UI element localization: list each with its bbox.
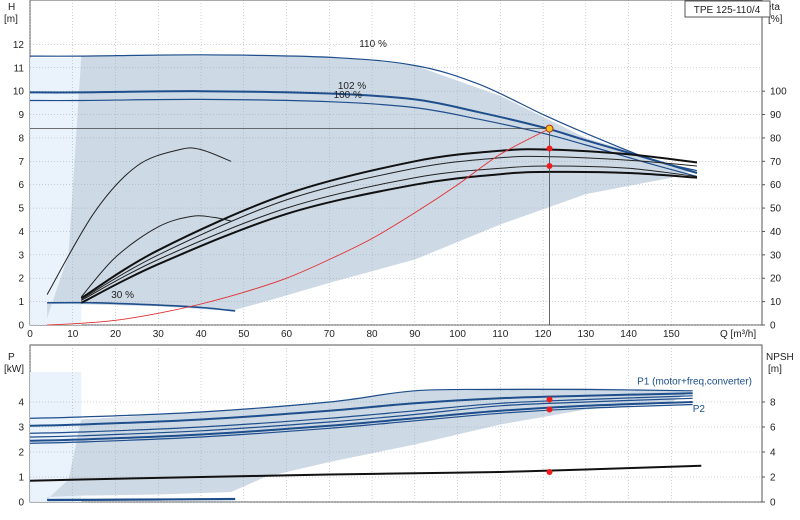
x-tick: 150 xyxy=(663,329,680,340)
y-label-left-name: P xyxy=(8,352,15,363)
y-tick-left: 11 xyxy=(14,63,25,74)
y-label-right-unit: [m] xyxy=(768,364,782,375)
y-tick-left: 3 xyxy=(18,423,24,434)
y-tick-right: 30 xyxy=(770,250,782,261)
y-tick-left: 12 xyxy=(13,40,25,51)
y-tick-right: 2 xyxy=(770,473,776,484)
y-tick-left: 8 xyxy=(18,133,24,144)
curve-label: P1 (motor+freq.converter) xyxy=(637,377,752,388)
x-tick: 10 xyxy=(67,329,79,340)
y-tick-left: 2 xyxy=(18,448,24,459)
series-line-5 xyxy=(81,155,698,300)
y-tick-left: 2 xyxy=(18,274,24,285)
y-tick-right: 10 xyxy=(770,297,782,308)
y-tick-right: 20 xyxy=(770,274,782,285)
x-tick: 20 xyxy=(110,329,122,340)
y-tick-right: 0 xyxy=(770,321,776,332)
y-label-right-unit: [%] xyxy=(768,14,783,25)
curve-label: 110 % xyxy=(359,39,387,50)
curve-marker xyxy=(546,469,553,475)
pump-model-title: TPE 125-110/4 xyxy=(694,5,761,16)
series-line-7 xyxy=(80,170,698,304)
series-line-2 xyxy=(29,98,698,178)
y-tick-left: 1 xyxy=(18,473,24,484)
x-tick: 120 xyxy=(535,329,552,340)
series-line-0 xyxy=(29,388,693,419)
series-line-2 xyxy=(29,395,693,434)
x-tick: 0 xyxy=(27,329,33,340)
curve-label: 100 % xyxy=(334,90,362,101)
x-tick: 70 xyxy=(324,329,336,340)
y-tick-left: 9 xyxy=(18,110,24,121)
y-tick-left: 4 xyxy=(18,227,24,238)
x-tick: 50 xyxy=(238,329,250,340)
y-tick-right: 8 xyxy=(770,398,776,409)
series-line-9 xyxy=(80,215,232,298)
series-line-3 xyxy=(47,301,236,312)
curve-label: P2 xyxy=(693,404,706,415)
y-tick-right: 40 xyxy=(770,227,782,238)
x-tick: 140 xyxy=(620,329,637,340)
series-line-6 xyxy=(81,165,698,301)
curve-marker xyxy=(546,406,553,413)
y-label-left-name: H xyxy=(8,2,15,13)
title-box: TPE 125-110/4 xyxy=(684,0,771,18)
series-line-10 xyxy=(47,128,550,326)
series-line-4 xyxy=(29,401,693,442)
y-tick-right: 80 xyxy=(770,133,782,144)
head-efficiency-chart: 110 %102 %100 %30 %012345678910111201020… xyxy=(4,0,787,340)
y-tick-right: 90 xyxy=(770,110,782,121)
x-tick: 80 xyxy=(366,329,378,340)
y-tick-left: 6 xyxy=(18,180,24,191)
y-tick-right: 0 xyxy=(770,498,776,509)
curve-marker xyxy=(546,145,553,152)
series-line-5 xyxy=(29,403,693,444)
x-axis-label: Q [m³/h] xyxy=(720,329,756,340)
series-line-4 xyxy=(80,148,698,299)
y-tick-right: 4 xyxy=(770,448,776,459)
x-tick: 90 xyxy=(409,329,421,340)
y-tick-right: 50 xyxy=(770,204,782,215)
y-label-left-unit: [m] xyxy=(4,14,18,25)
y-tick-left: 0 xyxy=(18,498,24,509)
series-line-3 xyxy=(29,397,693,438)
y-tick-left: 1 xyxy=(18,297,24,308)
x-tick: 130 xyxy=(577,329,594,340)
curve-marker xyxy=(546,396,553,403)
series-line-7 xyxy=(29,464,702,482)
series-line-1 xyxy=(29,392,693,427)
power-npsh-chart: P1 (motor+freq.converter) P2 0 1 2 3 4 0 2 4 6 8 P[k… xyxy=(4,344,794,509)
series-line-1 xyxy=(29,90,698,174)
y-tick-right: 6 xyxy=(770,423,776,434)
series-line-6 xyxy=(47,497,236,502)
x-tick: 40 xyxy=(195,329,207,340)
series-line-0 xyxy=(29,54,698,172)
y-tick-right: 70 xyxy=(770,157,782,168)
duty-point-marker xyxy=(545,124,554,133)
curve-marker xyxy=(546,163,553,170)
y-tick-left: 3 xyxy=(18,250,24,261)
y-label-left-unit: [kW] xyxy=(4,364,24,375)
x-tick: 30 xyxy=(153,329,165,340)
y-label-right-name: NPSH xyxy=(766,352,794,363)
y-tick-left: 7 xyxy=(18,157,24,168)
y-tick-left: 5 xyxy=(18,204,24,215)
x-tick: 110 xyxy=(492,329,508,340)
y-label-right-name: eta xyxy=(766,2,780,13)
x-tick: 60 xyxy=(281,329,293,340)
y-tick-left: 4 xyxy=(18,398,24,409)
y-tick-right: 60 xyxy=(770,180,782,191)
x-tick: 100 xyxy=(449,329,466,340)
curve-label: 30 % xyxy=(111,290,134,301)
y-tick-left: 10 xyxy=(13,87,25,98)
series-line-8 xyxy=(46,147,232,295)
y-tick-right: 100 xyxy=(770,87,787,98)
y-tick-left: 0 xyxy=(18,321,24,332)
curve-label: 102 % xyxy=(338,81,366,92)
operating-region xyxy=(47,388,693,500)
